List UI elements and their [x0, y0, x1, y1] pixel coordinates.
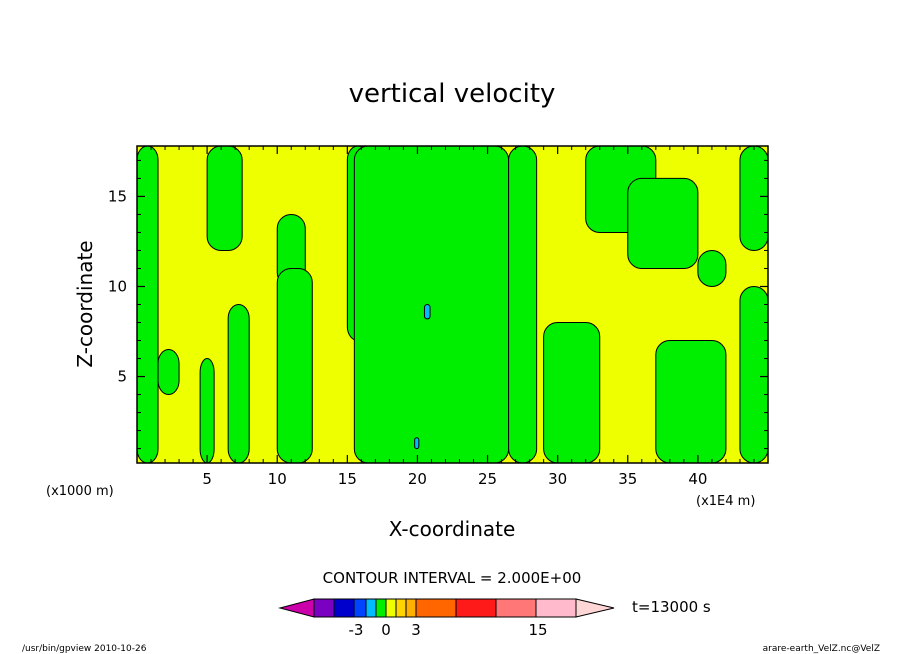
colorbar-swatch-12	[535, 598, 577, 618]
negative-region-16	[739, 285, 768, 463]
colorbar-swatch-6	[385, 598, 397, 618]
negative-region-9	[353, 146, 510, 463]
x-tick-label-5: 5	[202, 470, 212, 488]
colorbar-left-arrow	[278, 598, 315, 618]
y-axis-ticks: 5 10 15	[108, 159, 768, 450]
plot-area	[137, 146, 768, 463]
negative-region-2	[157, 349, 180, 396]
colorbar-swatch-5	[375, 598, 387, 618]
colorbar-swatch-7	[395, 598, 407, 618]
y-tick-label-5: 5	[117, 368, 127, 386]
x-axis-ticks: 5 10 15 20 25 30 35 40	[150, 146, 755, 488]
negative-region-13	[627, 177, 699, 269]
x-unit-right: (x1E4 m)	[696, 494, 755, 509]
strong-negative-region-2	[414, 437, 420, 450]
y-axis-label: Z-coordinate	[73, 240, 97, 367]
x-tick-label-15: 15	[338, 470, 357, 488]
colorbar-label-4: 15	[528, 621, 547, 639]
y-tick-label-10: 10	[108, 277, 127, 295]
x-tick-label-30: 30	[548, 470, 567, 488]
y-tick-label-15: 15	[108, 187, 127, 205]
x-tick-label-35: 35	[618, 470, 637, 488]
x-tick-label-40: 40	[688, 470, 707, 488]
colorbar-swatch-4	[365, 598, 377, 618]
negative-region-1	[137, 146, 159, 463]
x-tick-label-25: 25	[478, 470, 497, 488]
footer-left: /usr/bin/gpview 2010-10-26	[22, 644, 147, 654]
negative-region-17	[739, 146, 768, 251]
x-axis-label: X-coordinate	[389, 517, 516, 541]
colorbar-swatch-10	[455, 598, 497, 618]
time-label: t=13000 s	[632, 598, 711, 616]
colorbar-swatch-8	[405, 598, 417, 618]
negative-region-14	[655, 340, 727, 463]
colorbar-swatch-3	[353, 598, 367, 618]
colorbar-label-2: 0	[381, 621, 391, 639]
colorbar-label-3: 3	[411, 621, 421, 639]
colorbar-swatch-1	[313, 598, 335, 618]
colorbar-swatch-2	[333, 598, 355, 618]
negative-region-15	[697, 249, 727, 287]
colorbar-label-1: -3	[349, 621, 364, 639]
negative-region-7	[276, 267, 313, 463]
chart-title: vertical velocity	[349, 79, 556, 109]
negative-region-10	[508, 146, 538, 463]
footer-right: arare-earth_VelZ.nc@VelZ	[763, 644, 880, 654]
colorbar-swatch-9	[415, 598, 457, 618]
negative-region-3	[199, 358, 215, 463]
contour-interval-label: CONTOUR INTERVAL = 2.000E+00	[323, 569, 582, 587]
colorbar-swatch-11	[495, 598, 537, 618]
colorbar-right-arrow	[575, 598, 615, 618]
x-unit-left: (x1000 m)	[46, 484, 114, 499]
colorbar: -3 0 3 15	[278, 598, 615, 639]
x-tick-label-10: 10	[268, 470, 287, 488]
strong-negative-region-1	[423, 304, 431, 320]
negative-region-11	[543, 322, 601, 463]
x-tick-label-20: 20	[408, 470, 427, 488]
negative-region-5	[227, 304, 250, 463]
negative-region-4	[206, 146, 243, 251]
